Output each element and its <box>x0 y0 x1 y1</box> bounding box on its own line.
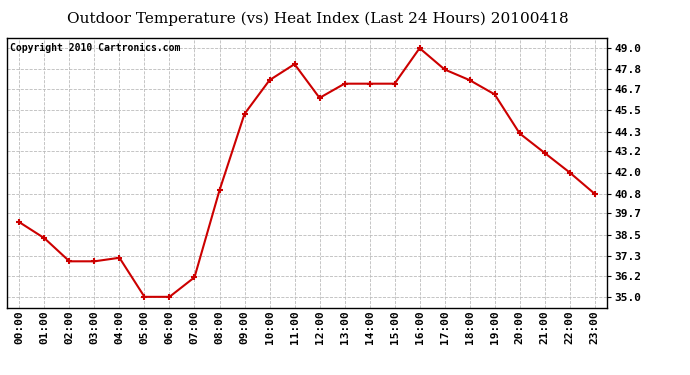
Text: Outdoor Temperature (vs) Heat Index (Last 24 Hours) 20100418: Outdoor Temperature (vs) Heat Index (Las… <box>67 11 568 26</box>
Text: Copyright 2010 Cartronics.com: Copyright 2010 Cartronics.com <box>10 43 180 53</box>
